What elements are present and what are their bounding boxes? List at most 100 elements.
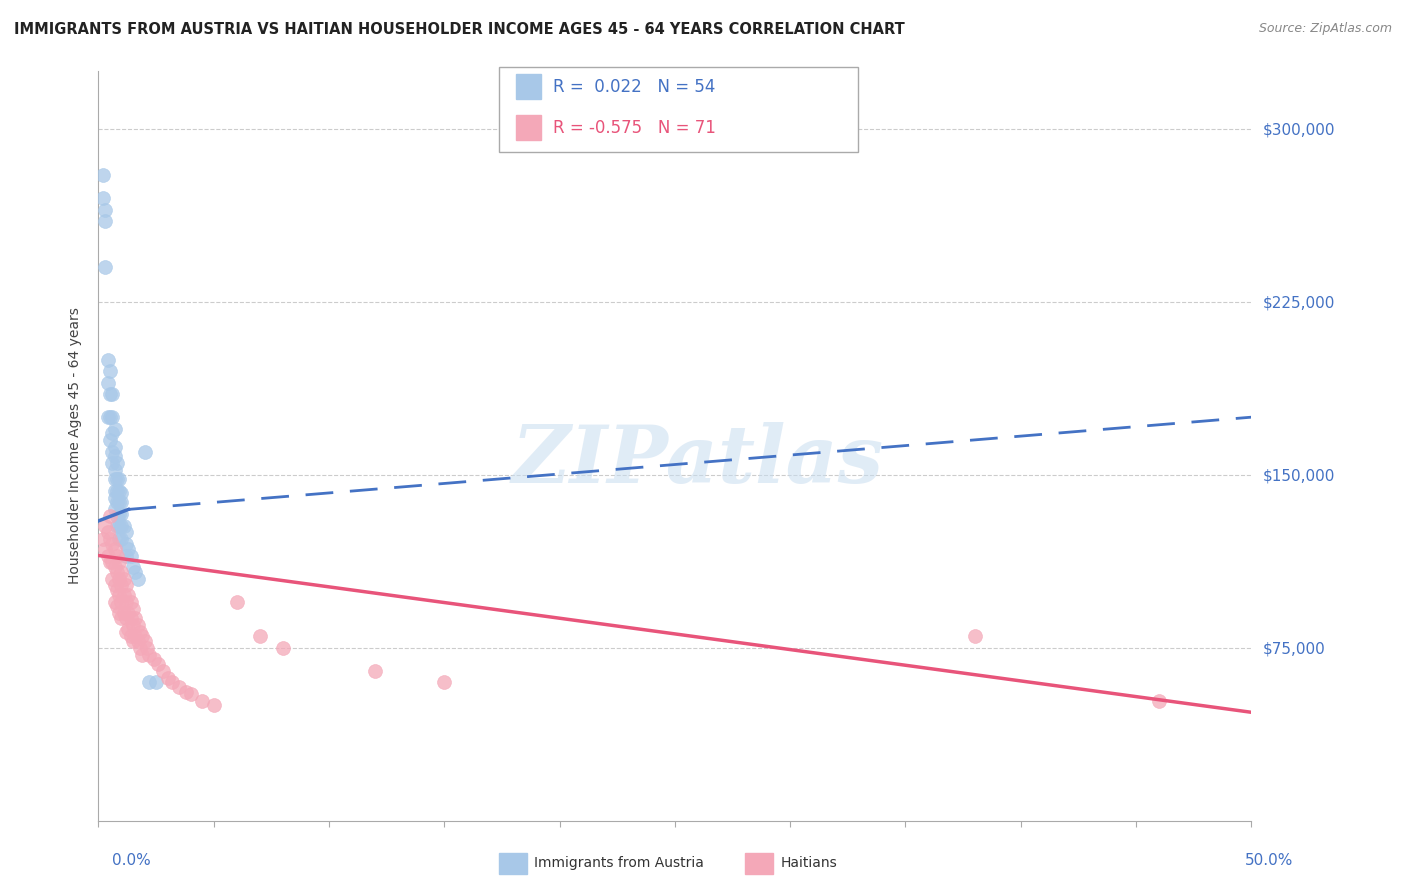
Point <box>108 556 131 570</box>
Text: 50.0%: 50.0% <box>1246 854 1294 868</box>
Point <box>129 624 152 639</box>
Point <box>108 606 131 620</box>
Point <box>156 671 179 685</box>
Point <box>103 422 125 436</box>
Point <box>112 588 135 602</box>
Text: R =  0.022   N = 54: R = 0.022 N = 54 <box>553 78 714 95</box>
Point <box>115 549 138 563</box>
Point <box>108 507 131 521</box>
Point <box>105 599 128 614</box>
Point <box>101 410 124 425</box>
Point <box>105 495 128 509</box>
Point <box>94 518 117 533</box>
Point <box>117 541 139 556</box>
Point <box>101 387 124 401</box>
Point <box>120 549 142 563</box>
Point <box>97 376 120 390</box>
Point <box>108 518 131 533</box>
Point <box>122 560 145 574</box>
Text: 0.0%: 0.0% <box>112 854 152 868</box>
Point <box>105 565 128 579</box>
Point <box>91 533 114 547</box>
Point <box>108 533 131 547</box>
Point <box>110 507 132 521</box>
Point <box>101 537 124 551</box>
Point <box>97 549 120 563</box>
Point <box>105 483 128 498</box>
Point <box>101 556 124 570</box>
Point <box>127 572 149 586</box>
Point <box>117 606 139 620</box>
Point <box>103 560 125 574</box>
Point <box>110 565 132 579</box>
Point <box>94 202 117 217</box>
Point <box>142 652 165 666</box>
Point <box>110 594 132 608</box>
Point <box>167 680 190 694</box>
Point <box>160 675 183 690</box>
Point <box>120 629 142 643</box>
Point <box>105 583 128 598</box>
Y-axis label: Householder Income Ages 45 - 64 years: Householder Income Ages 45 - 64 years <box>69 308 83 584</box>
Point <box>129 640 152 655</box>
Point <box>124 565 146 579</box>
Point <box>131 629 153 643</box>
Text: Source: ZipAtlas.com: Source: ZipAtlas.com <box>1258 22 1392 36</box>
Point <box>152 664 174 678</box>
Point <box>97 352 120 367</box>
Point <box>103 541 125 556</box>
Point <box>134 444 156 458</box>
Point <box>110 578 132 592</box>
Point <box>115 611 138 625</box>
Point <box>127 617 149 632</box>
Point <box>112 572 135 586</box>
Text: IMMIGRANTS FROM AUSTRIA VS HAITIAN HOUSEHOLDER INCOME AGES 45 - 64 YEARS CORRELA: IMMIGRANTS FROM AUSTRIA VS HAITIAN HOUSE… <box>14 22 905 37</box>
Point <box>115 537 138 551</box>
Point <box>122 617 145 632</box>
Point <box>105 472 128 486</box>
Point <box>98 434 121 448</box>
Point <box>127 633 149 648</box>
Point <box>110 518 132 533</box>
Point <box>101 426 124 441</box>
Point <box>98 387 121 401</box>
Point <box>105 549 128 563</box>
Point <box>103 578 125 592</box>
Point <box>180 687 202 701</box>
Point <box>120 611 142 625</box>
Point <box>103 502 125 516</box>
Point <box>108 483 131 498</box>
Point <box>97 525 120 540</box>
Point <box>103 594 125 608</box>
Point <box>94 541 117 556</box>
Point <box>963 629 986 643</box>
Point <box>103 472 125 486</box>
Point <box>105 456 128 470</box>
Text: Haitians: Haitians <box>780 856 837 871</box>
Point <box>94 214 117 228</box>
Point <box>249 629 271 643</box>
Point <box>103 463 125 477</box>
Point <box>124 611 146 625</box>
Point <box>105 509 128 524</box>
Point <box>191 694 214 708</box>
Point <box>115 624 138 639</box>
Point <box>138 648 160 662</box>
Point <box>145 675 167 690</box>
Point <box>364 664 387 678</box>
Point <box>103 440 125 454</box>
Point <box>110 486 132 500</box>
Point <box>115 525 138 540</box>
Point <box>124 629 146 643</box>
Point <box>108 495 131 509</box>
Point <box>135 640 157 655</box>
Point <box>110 533 132 547</box>
Point <box>174 684 197 698</box>
Point <box>112 518 135 533</box>
Point <box>91 191 114 205</box>
Point <box>134 633 156 648</box>
Point <box>108 572 131 586</box>
Text: R = -0.575   N = 71: R = -0.575 N = 71 <box>553 119 716 136</box>
Point <box>98 410 121 425</box>
Point <box>103 491 125 505</box>
